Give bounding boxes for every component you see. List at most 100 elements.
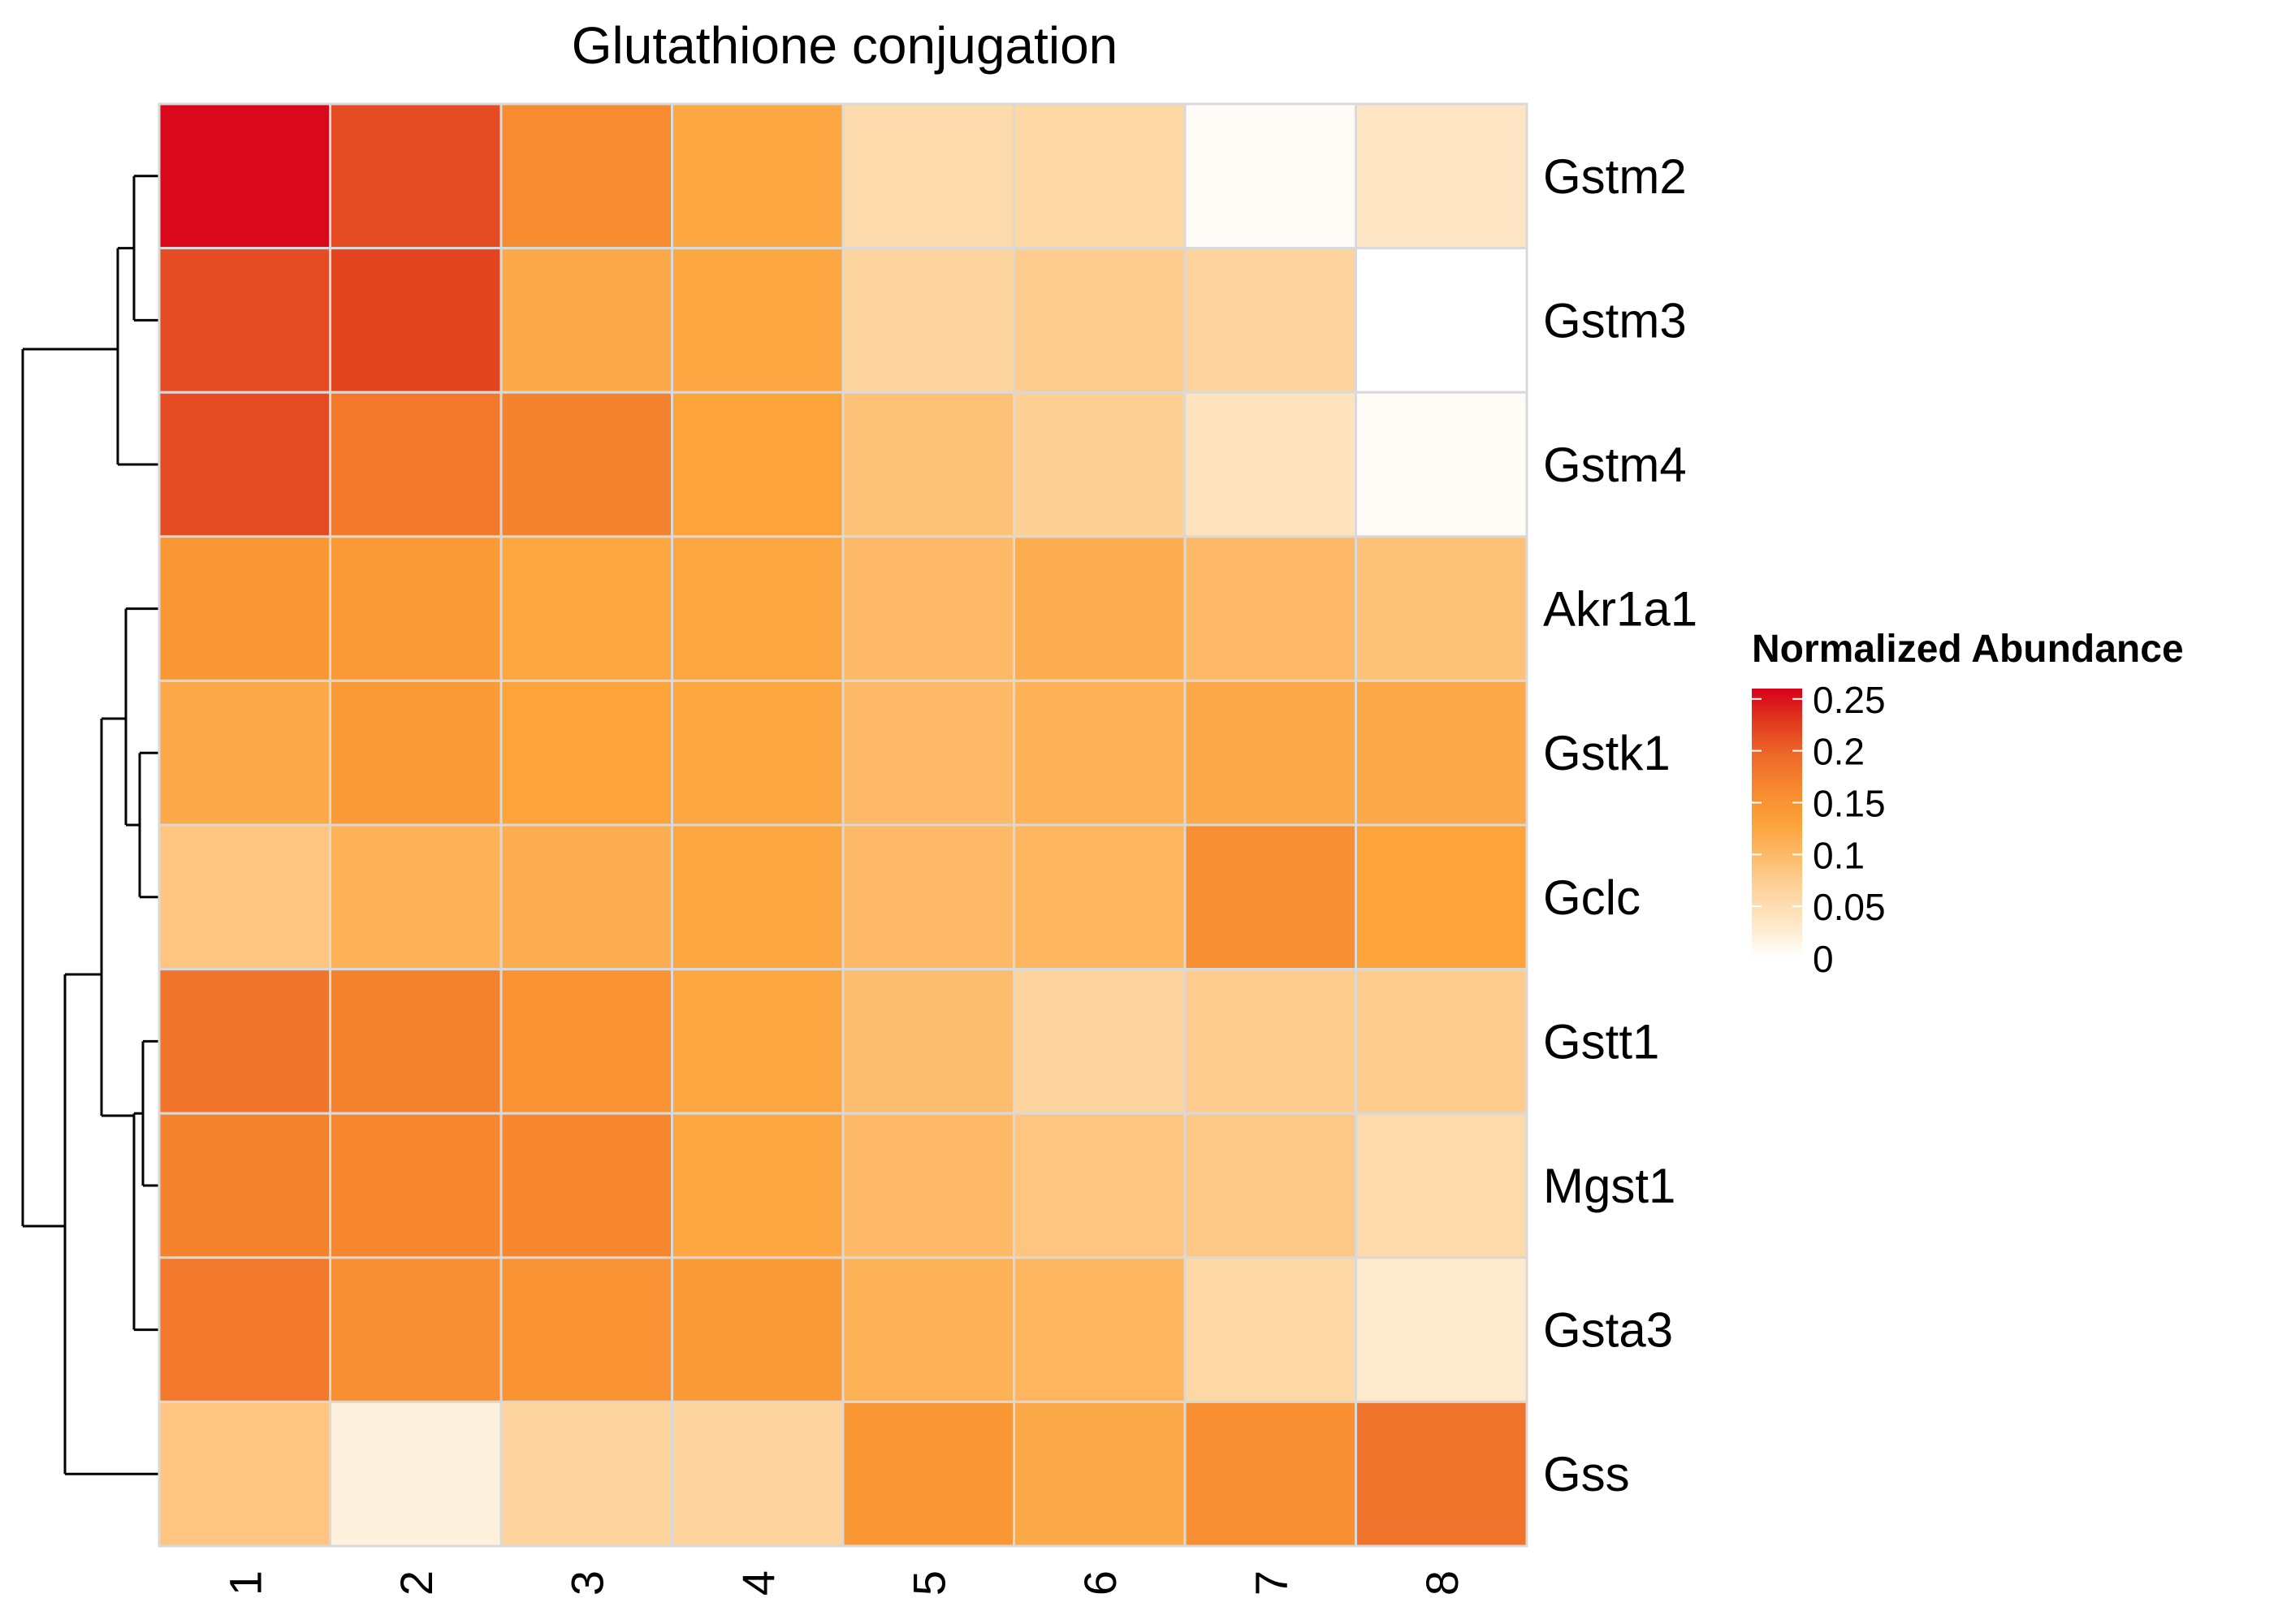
heatmap-cell [158,679,331,827]
heatmap-cell [841,679,1015,827]
heatmap-cell [329,679,503,827]
legend-tick-label: 0.25 [1813,679,1886,721]
column-label: 5 [903,1570,954,1596]
heatmap-cell [671,968,845,1115]
heatmap-cell [841,535,1015,682]
row-labels: Gstm2 Gstm3 Gstm4 Akr1a1 Gstk1 Gclc Gstt1 Mgst1… [1543,149,1697,1501]
heatmap-cell [1355,1112,1528,1259]
heatmap-cell [499,968,673,1115]
column-label: 2 [391,1570,442,1596]
heatmap-cell [158,968,331,1115]
heatmap-cell [1183,391,1357,538]
heatmap-cell [1355,391,1528,538]
column-label: 3 [561,1570,612,1596]
heatmap-cell [158,391,331,538]
heatmap-cell [841,1256,1015,1403]
heatmap-cell [1013,679,1187,827]
heatmap-cell [329,823,503,971]
heatmap-cell [1013,1112,1187,1259]
heatmap-cell [1013,391,1187,538]
heatmap-cell [499,1112,673,1259]
heatmap-cell [329,968,503,1115]
heatmap-cell [1183,247,1357,394]
heatmap-cell [158,535,331,682]
heatmap-cell [1183,823,1357,971]
heatmap-cell [1355,247,1528,394]
legend-tick-label: 0.2 [1813,731,1865,773]
heatmap-cell [499,1256,673,1403]
heatmap-cell [671,1400,845,1548]
heatmap-cell [671,247,845,394]
column-label: 7 [1245,1570,1296,1596]
row-label: Akr1a1 [1543,582,1697,637]
heatmap-cell [1355,968,1528,1115]
legend-color-bar [1752,689,1802,958]
row-label: Gstt1 [1543,1014,1659,1069]
legend-tick-label: 0 [1813,938,1834,980]
heatmap-cell [671,1256,845,1403]
heatmap-cell [499,247,673,394]
heatmap-cell [671,679,845,827]
heatmap-cell [671,391,845,538]
legend-title: Normalized Abundance [1752,628,2184,671]
heatmap-cell [1355,102,1528,250]
row-label: Gsta3 [1543,1303,1673,1358]
heatmap-cells [158,102,1528,1548]
heatmap-cell [329,1256,503,1403]
row-dendrogram [21,175,159,1475]
row-label: Gclc [1543,870,1641,925]
heatmap-cell [1183,1256,1357,1403]
heatmap-cell [1183,679,1357,827]
heatmap-cell [1013,968,1187,1115]
chart-title: Glutathione conjugation [572,16,1118,75]
heatmap-cell [1013,247,1187,394]
heatmap-cell [499,535,673,682]
legend-tick-label: 0.15 [1813,782,1886,824]
heatmap-cell [1013,535,1187,682]
legend-ticks: 0.25 0.2 0.15 0.1 0.05 0 [1752,679,1886,980]
heatmap-cell [1355,1256,1528,1403]
row-label: Gstm3 [1543,293,1687,348]
heatmap-cell [1013,1400,1187,1548]
column-label: 8 [1416,1570,1468,1596]
heatmap-cell [158,247,331,394]
heatmap-cell [1183,1400,1357,1548]
heatmap-cell [499,679,673,827]
heatmap-cell [1013,102,1187,250]
heatmap-cell [329,1112,503,1259]
heatmap-cell [158,1256,331,1403]
row-label: Gstm2 [1543,149,1687,204]
heatmap-cell [1013,823,1187,971]
heatmap-cell [329,535,503,682]
heatmap-cell [329,247,503,394]
heatmap-cell [671,102,845,250]
heatmap-cell [1355,1400,1528,1548]
heatmap-cell [841,968,1015,1115]
heatmap-cell [499,823,673,971]
heatmap-cell [329,102,503,250]
heatmap-cell [499,102,673,250]
heatmap-cell [841,391,1015,538]
heatmap-cell [499,391,673,538]
color-legend: Normalized Abundance 0.25 0.2 0.15 0.1 0.05 0 [1752,628,2184,980]
legend-tick-label: 0.1 [1813,834,1865,876]
legend-tick-label: 0.05 [1813,886,1886,928]
heatmap-cell [329,1400,503,1548]
heatmap-cell [841,1112,1015,1259]
row-label: Mgst1 [1543,1159,1675,1213]
heatmap-cell [158,823,331,971]
heatmap-cell [329,391,503,538]
heatmap-cell [1355,535,1528,682]
row-label: Gstk1 [1543,726,1671,780]
column-label: 4 [733,1570,784,1596]
row-label: Gstm4 [1543,438,1687,492]
heatmap-cell [671,823,845,971]
heatmap-cell [1355,823,1528,971]
heatmap-cell [158,1400,331,1548]
column-label: 6 [1074,1570,1126,1596]
heatmap-cell [841,102,1015,250]
heatmap-cell [1355,679,1528,827]
heatmap-cell [1183,535,1357,682]
heatmap-cell [1183,1112,1357,1259]
